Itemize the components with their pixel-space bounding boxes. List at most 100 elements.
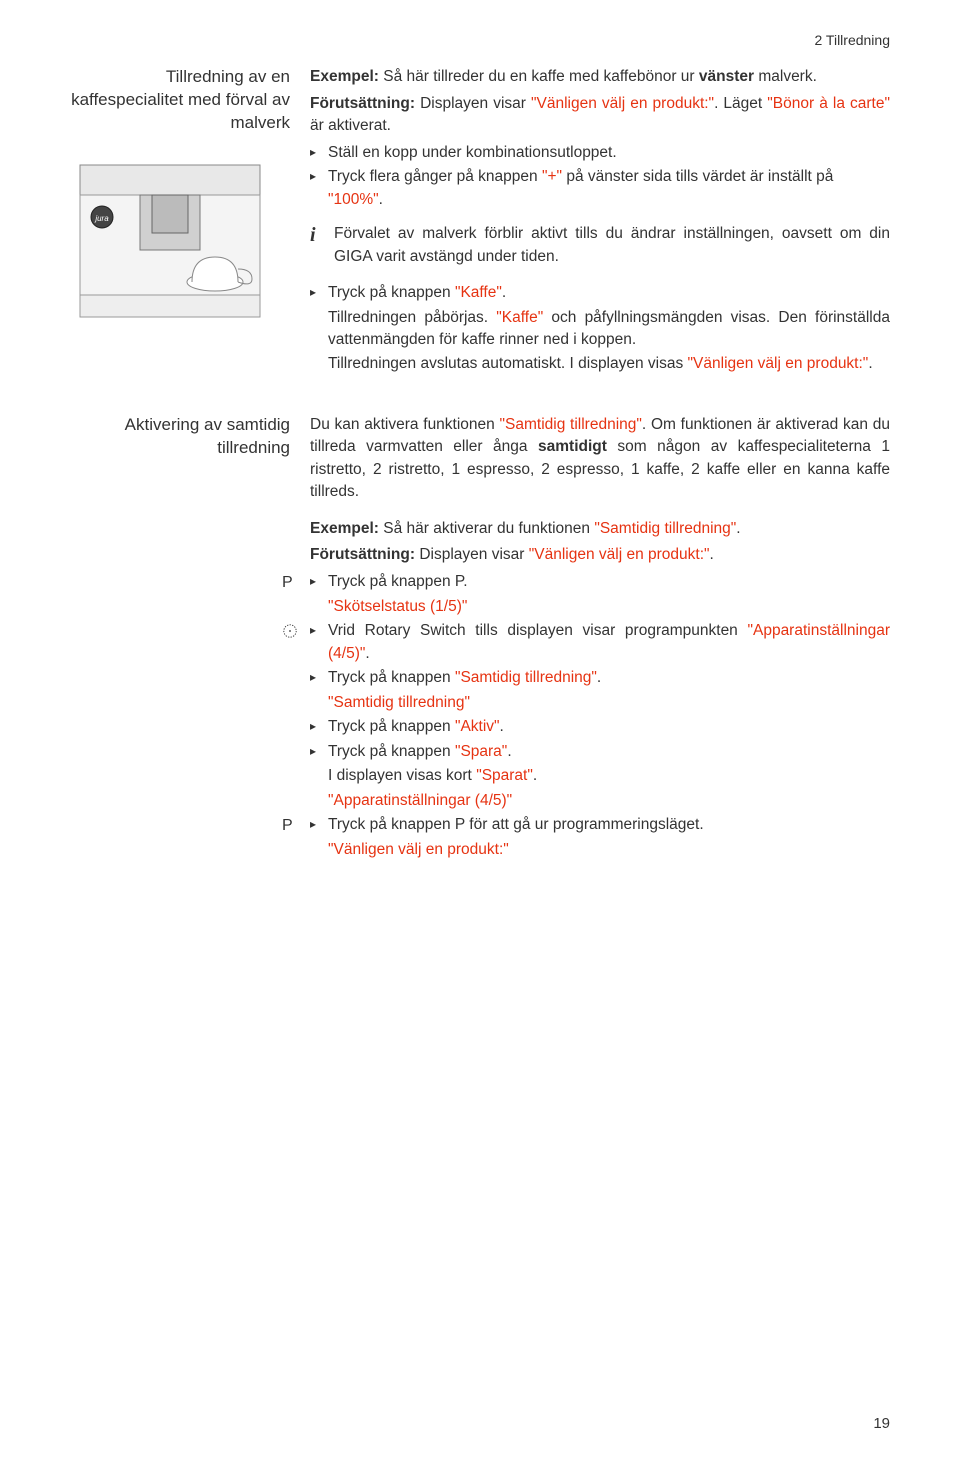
step-row: P Tryck på knappen P.	[282, 571, 890, 594]
text: .	[736, 520, 740, 537]
p-button-icon: P	[282, 571, 310, 594]
display-text: "Samtidig tillredning"	[594, 520, 736, 537]
example-line: Exempel: Så här tillreder du en kaffe me…	[310, 66, 890, 88]
page-number: 19	[873, 1413, 890, 1435]
text: Tryck på knappen	[328, 743, 455, 760]
step-text: Vrid Rotary Switch tills displayen visar…	[310, 620, 890, 665]
step-row: I displayen visas kort "Sparat".	[282, 765, 890, 787]
step-row: Tryck på knappen "Spara".	[282, 741, 890, 763]
text-bold: vänster	[699, 68, 754, 85]
label-exempel: Exempel:	[310, 520, 379, 537]
section-2: Aktivering av samtidig tillredning Du ka…	[70, 414, 890, 864]
step-row: Tryck på knappen "Samtidig tillredning".	[282, 667, 890, 689]
text: .	[365, 645, 369, 662]
display-line: I displayen visas kort "Sparat".	[310, 765, 890, 787]
step-row: Tryck på knappen "Aktiv".	[282, 716, 890, 738]
text: .	[379, 191, 383, 208]
step-row: "Skötselstatus (1/5)"	[282, 596, 890, 618]
text: malverk.	[754, 68, 817, 85]
coffee-machine-illustration: jura	[70, 157, 270, 327]
text: Displayen visar	[415, 546, 529, 563]
text: Så här tillreder du en kaffe med kaffebö…	[379, 68, 699, 85]
step-row: "Vänligen välj en produkt:"	[282, 839, 890, 861]
display-text: "Spara"	[455, 743, 507, 760]
display-text: "+"	[542, 168, 562, 185]
text: .	[597, 669, 601, 686]
section-2-body: Du kan aktivera funktionen "Samtidig til…	[310, 414, 890, 864]
label-forutsattning: Förutsättning:	[310, 546, 415, 563]
text: . Läget	[714, 95, 767, 112]
text: på vänster sida tills värdet är inställt…	[562, 168, 833, 185]
text: .	[533, 767, 537, 784]
step-text: Tryck på knappen P för att gå ur program…	[310, 814, 890, 836]
info-icon: i	[310, 223, 334, 245]
text: Tryck flera gånger på knappen	[328, 168, 542, 185]
text: .	[868, 355, 872, 372]
text: .	[500, 718, 504, 735]
display-text: "Samtidig tillredning"	[500, 416, 642, 433]
example-line-2: Exempel: Så här aktiverar du funktionen …	[310, 518, 890, 540]
display-text: "Kaffe"	[496, 309, 543, 326]
section-1-left: Tillredning av en kaffespecialitet med f…	[70, 66, 310, 386]
section-1: Tillredning av en kaffespecialitet med f…	[70, 66, 890, 386]
step-row: P Tryck på knappen P för att gå ur progr…	[282, 814, 890, 837]
step-row: "Apparatinställningar (4/5)"	[282, 790, 890, 812]
display-text: "100%"	[328, 191, 379, 208]
result-text: Tillredningen påbörjas. "Kaffe" och påfy…	[328, 307, 890, 352]
step-item: Ställ en kopp under kombinationsutloppet…	[310, 142, 890, 164]
chapter-header: 2 Tillredning	[70, 30, 890, 50]
display-text: "Sparat"	[476, 767, 533, 784]
text: .	[502, 284, 506, 301]
section-1-title: Tillredning av en kaffespecialitet med f…	[70, 66, 290, 135]
text: är aktiverat.	[310, 117, 391, 134]
info-text: Förvalet av malverk förblir aktivt tills…	[334, 223, 890, 268]
result-text-2: Tillredningen avslutas automatiskt. I di…	[328, 353, 890, 375]
display-text: "Kaffe"	[455, 284, 502, 301]
step-text: Tryck på knappen P.	[310, 571, 890, 593]
precondition-line: Förutsättning: Displayen visar "Vänligen…	[310, 93, 890, 138]
display-text: "Vänligen välj en produkt:"	[688, 355, 869, 372]
label-forutsattning: Förutsättning:	[310, 95, 415, 112]
step-text: Tryck på knappen "Aktiv".	[310, 716, 890, 738]
step-row: "Samtidig tillredning"	[282, 692, 890, 714]
text: Tillredningen påbörjas.	[328, 309, 496, 326]
label-exempel: Exempel:	[310, 68, 379, 85]
text: Tryck på knappen	[328, 284, 455, 301]
section-1-body: Exempel: Så här tillreder du en kaffe me…	[310, 66, 890, 386]
info-note: i Förvalet av malverk förblir aktivt til…	[310, 223, 890, 268]
step-item: Tryck på knappen "Kaffe". Tillredningen …	[310, 282, 890, 376]
precondition-line-2: Förutsättning: Displayen visar "Vänligen…	[310, 544, 890, 566]
step-text: Tryck på knappen "Samtidig tillredning".	[310, 667, 890, 689]
display-line: "Samtidig tillredning"	[310, 692, 890, 714]
display-line: "Apparatinställningar (4/5)"	[310, 790, 890, 812]
text: .	[710, 546, 714, 563]
intro-para: Du kan aktivera funktionen "Samtidig til…	[310, 414, 890, 504]
svg-text:jura: jura	[94, 214, 109, 223]
text: Tillredningen avslutas automatiskt. I di…	[328, 355, 688, 372]
text: I displayen visas kort	[328, 767, 476, 784]
display-text: "Bönor à la carte"	[767, 95, 890, 112]
display-text: "Aktiv"	[455, 718, 500, 735]
display-text: "Vänligen välj en produkt:"	[529, 546, 710, 563]
step-list-1: Ställ en kopp under kombinationsutloppet…	[310, 142, 890, 211]
step-list-2: Tryck på knappen "Kaffe". Tillredningen …	[310, 282, 890, 376]
step-row: Vrid Rotary Switch tills displayen visar…	[282, 620, 890, 665]
section-2-left: Aktivering av samtidig tillredning	[70, 414, 310, 864]
text: Du kan aktivera funktionen	[310, 416, 500, 433]
text: Displayen visar	[415, 95, 531, 112]
text: Så här aktiverar du funktionen	[379, 520, 594, 537]
p-button-icon: P	[282, 814, 310, 837]
text-bold: samtidigt	[538, 438, 607, 455]
rotary-switch-icon	[282, 620, 310, 642]
step-item: Tryck flera gånger på knappen "+" på vän…	[310, 166, 890, 211]
text: Tryck på knappen	[328, 669, 455, 686]
display-text: "Samtidig tillredning"	[455, 669, 597, 686]
section-2-title: Aktivering av samtidig tillredning	[70, 414, 290, 460]
text: Vrid Rotary Switch tills displayen visar…	[328, 622, 747, 639]
text: .	[507, 743, 511, 760]
text: Tryck på knappen	[328, 718, 455, 735]
display-line: "Vänligen välj en produkt:"	[310, 839, 890, 861]
display-line: "Skötselstatus (1/5)"	[310, 596, 890, 618]
procedure-list: P Tryck på knappen P. "Skötselstatus (1/…	[282, 571, 890, 862]
display-text: "Vänligen välj en produkt:"	[531, 95, 714, 112]
